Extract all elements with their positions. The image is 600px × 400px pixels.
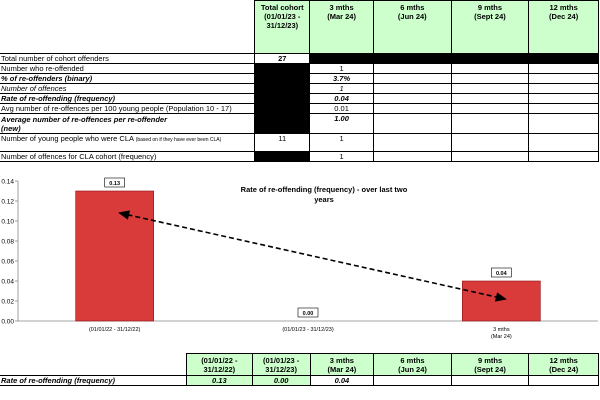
cell-value: 0.13: [185, 375, 253, 386]
header-3-mths: 3 mths (Mar 24): [309, 0, 374, 54]
reoffending-bar-chart: 0.00 0.02 0.04 0.06 0.08 0.10 0.12 0.14 0.13 0.0…: [1, 177, 598, 340]
cell-empty: [528, 83, 599, 94]
cell-empty: [528, 73, 599, 84]
y-tick-label: 0.12: [1, 199, 14, 206]
row-label: Rate of re-offending (frequency): [0, 93, 256, 104]
cohort-table: Total cohort (01/01/23 - 31/12/23) 3 mth…: [0, 0, 599, 162]
row-label: Average number of re-offences per re-off…: [0, 113, 256, 134]
cell-empty: [372, 113, 452, 134]
header-2023: (01/01/23 - 31/12/23): [251, 353, 311, 376]
x-tick-label: (01/01/22 - 31/12/22): [89, 327, 141, 333]
cell-empty: [450, 73, 530, 84]
cell-empty: [450, 63, 530, 74]
blocked-cell: [254, 93, 311, 104]
y-tick-label: 0.08: [1, 239, 14, 246]
data-label-box: [104, 177, 125, 188]
y-tick-label: 0.02: [1, 299, 14, 306]
cell-empty: [450, 375, 530, 386]
data-label: 0.00: [303, 311, 314, 317]
cell-value: 1: [309, 151, 374, 162]
blocked-cell: [254, 73, 311, 84]
cell-empty: [450, 113, 530, 134]
trend-arrow: [118, 210, 507, 302]
cell-empty: [528, 93, 599, 104]
cell-value: 11: [254, 133, 311, 152]
blocked-cell: [254, 103, 311, 114]
row-label: Total number of cohort offenders: [0, 53, 256, 64]
blocked-cell: [254, 63, 311, 74]
chart-title-continued: years: [314, 195, 334, 204]
bar: [75, 190, 154, 322]
row-label: Number of offences for CLA cohort (frequ…: [0, 151, 256, 162]
cell-value: 1: [309, 83, 374, 94]
header-total-cohort: Total cohort (01/01/23 - 31/12/23): [254, 0, 311, 54]
row-label: Number of young people who were CLA (bas…: [0, 133, 256, 152]
row-label-note: (based on if they have ever been CLA): [135, 137, 222, 143]
header-2022: (01/01/22 - 31/12/22): [185, 353, 253, 376]
cell-empty: [528, 103, 599, 114]
cell-value: 0.00: [251, 375, 311, 386]
x-tick-label: (01/01/23 - 31/12/23): [282, 327, 334, 333]
cell-value: 1: [309, 63, 374, 74]
row-label: Number of offences: [0, 83, 256, 94]
x-tick-label: 3 mths: [493, 327, 510, 333]
row-label: Number who re-offended: [0, 63, 256, 74]
header-blank: [0, 354, 186, 376]
row-label: Avg number of re-offences per 100 young …: [0, 103, 256, 114]
cell-empty: [450, 93, 530, 104]
cell-empty: [372, 133, 452, 152]
row-label: Rate of re-offending (frequency): [0, 375, 187, 386]
y-tick-label: 0.10: [1, 219, 14, 226]
data-label-box: [297, 307, 319, 318]
row-label: % of re-offenders (binary): [0, 73, 256, 84]
blocked-cells: [309, 53, 599, 64]
cell-value: 3.7%: [309, 73, 374, 84]
cell-empty: [528, 375, 599, 386]
bar: [462, 280, 541, 322]
blocked-cell: [254, 113, 311, 134]
blocked-cell: [254, 83, 311, 94]
header-6-mths: 6 mths (Jun 24): [373, 353, 452, 376]
cell-empty: [372, 83, 452, 94]
cell-empty: [528, 151, 599, 162]
x-tick-label: (Mar 24): [491, 334, 512, 340]
chart-container: 0.00 0.02 0.04 0.06 0.08 0.10 0.12 0.14 0.13 0.0…: [0, 175, 600, 345]
cell-empty: [450, 83, 530, 94]
cell-empty: [372, 93, 452, 104]
total-cohort-value: 27: [254, 53, 311, 64]
rate-summary-table: (01/01/22 - 31/12/22) (01/01/23 - 31/12/…: [0, 353, 599, 386]
row-label-text: Number of young people who were CLA: [1, 134, 134, 144]
cell-empty: [450, 103, 530, 114]
cell-empty: [450, 133, 530, 152]
y-tick-label: 0.04: [1, 279, 14, 286]
cell-empty: [372, 151, 452, 162]
cell-value: 0.04: [309, 93, 374, 104]
cell-empty: [528, 63, 599, 74]
cell-empty: [372, 73, 452, 84]
header-blank: [0, 1, 255, 54]
y-tick-label: 0.00: [1, 319, 14, 326]
cell-value: 0.04: [309, 375, 375, 386]
cell-empty: [450, 151, 530, 162]
cell-empty: [372, 63, 452, 74]
header-3-mths: 3 mths (Mar 24): [309, 353, 375, 376]
y-tick-label: 0.14: [1, 179, 14, 186]
cell-empty: [373, 375, 452, 386]
cell-value: 0.01: [309, 103, 374, 114]
chart-title: Rate of re-offending (frequency) - over …: [241, 185, 408, 194]
cell-value: 1: [309, 133, 374, 152]
blocked-cell: [254, 151, 311, 162]
header-6-mths: 6 mths (Jun 24): [372, 0, 452, 54]
y-tick-label: 0.06: [1, 259, 14, 266]
data-label: 0.04: [496, 271, 508, 277]
header-9-mths: 9 mths (Sept 24): [450, 353, 530, 376]
data-label: 0.13: [109, 181, 120, 187]
cell-empty: [528, 133, 599, 152]
header-12-mths: 12 mths (Dec 24): [528, 0, 599, 54]
cell-empty: [528, 113, 599, 134]
cell-value: 1.00: [309, 113, 374, 134]
header-9-mths: 9 mths (Sept 24): [450, 0, 530, 54]
header-12-mths: 12 mths (Dec 24): [528, 353, 599, 376]
cell-empty: [372, 103, 452, 114]
